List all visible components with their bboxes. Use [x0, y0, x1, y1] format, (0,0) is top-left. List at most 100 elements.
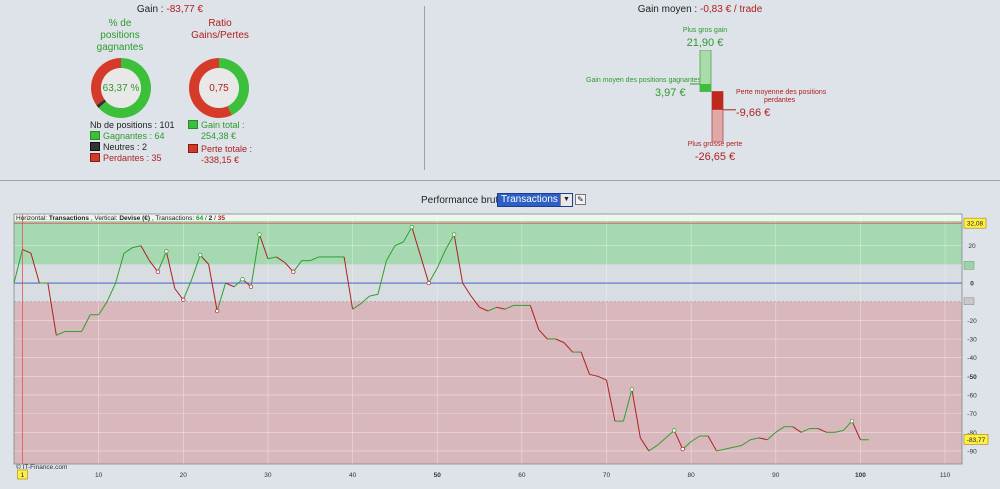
chart-mode-select[interactable]: Transactions ▼: [497, 193, 573, 207]
legend-neutres: Neutres : 2: [90, 142, 175, 153]
y-tick-label: -20: [967, 318, 977, 325]
max-badge-label: 32,08: [967, 221, 984, 228]
max-gain-label: Plus gros gain: [682, 27, 728, 34]
max-loss-label: Plus grosse perte: [687, 141, 743, 148]
series-segment: [30, 253, 40, 284]
avg-loss-marker: [963, 297, 975, 305]
series-segment: [445, 234, 455, 250]
series-segment: [487, 306, 497, 312]
plot-border: [13, 213, 963, 465]
series-segment: [13, 249, 23, 284]
x-tick-label: 70: [603, 472, 611, 479]
final-badge-box: [963, 434, 989, 445]
max-loss-bar: [711, 91, 724, 142]
max-gain-value: 21,90 €: [686, 37, 724, 49]
ratio-title-line: Gains/Pertes: [191, 30, 249, 41]
final-badge: -83,77: [963, 434, 989, 445]
series-segment: [165, 251, 176, 289]
header-h-label: Horizontal:: [16, 215, 47, 222]
series-point: [257, 232, 262, 237]
series-segment: [606, 379, 616, 422]
avg-loss-value: -9,66 €: [736, 107, 771, 119]
avg-gain-title-label: Gain moyen :: [637, 4, 698, 15]
donut-center: [101, 68, 141, 108]
legend-perte-totale: Perte totale :: [188, 144, 252, 155]
x-start-badge: 1: [17, 469, 28, 480]
header-t-sep: /: [205, 215, 209, 222]
chart-header-bg: [14, 214, 962, 221]
series-segment: [750, 437, 759, 441]
series-segment: [563, 342, 574, 353]
series-segment: [258, 234, 269, 259]
series-segment: [673, 430, 684, 450]
series-segment: [538, 329, 548, 340]
series-segment: [98, 301, 108, 316]
red-swatch: [188, 144, 198, 153]
series-segment: [555, 338, 565, 344]
positions-count: Nb de positions : 101: [90, 120, 175, 130]
series-segment: [140, 245, 150, 261]
gain-loss-legend: Gain total : 254,38 € Perte totale : -33…: [188, 120, 252, 166]
series-segment: [106, 282, 117, 302]
win-pct-title-line: % de: [108, 18, 132, 29]
series-segment: [470, 295, 480, 308]
series-segment: [589, 373, 599, 377]
series-point: [181, 297, 186, 302]
series-segment: [733, 444, 743, 448]
series-point: [849, 418, 855, 424]
header-t-win: 64: [196, 215, 204, 222]
series-segment: [428, 267, 438, 284]
series-segment: [851, 420, 861, 440]
series-segment: [276, 256, 286, 263]
win-pct-donut: 63,37 %: [91, 58, 151, 118]
header-v-value: Devise (€): [119, 215, 150, 222]
win-pct-value: 63,37 %: [103, 83, 140, 94]
donut-win-slice: [98, 58, 151, 118]
series-segment: [208, 264, 218, 312]
series-segment: [22, 248, 32, 254]
donut-neutral-slice: [96, 99, 107, 109]
series-segment: [292, 260, 303, 273]
gain-total-value: 254,38 €: [201, 131, 237, 141]
series-segment: [310, 256, 319, 262]
chevron-down-icon[interactable]: ▼: [560, 194, 572, 206]
series-segment: [741, 439, 751, 446]
y-tick-label: -40: [967, 355, 977, 362]
black-swatch: [90, 142, 100, 151]
series-segment: [174, 288, 184, 301]
series-segment: [132, 245, 142, 249]
series-point: [214, 308, 220, 314]
series-segment: [775, 426, 785, 433]
series-segment: [115, 253, 125, 284]
wrench-icon[interactable]: ✎: [575, 194, 586, 205]
series-segment: [123, 247, 133, 254]
y-tick-label: -70: [967, 411, 977, 418]
series-segment: [766, 431, 777, 441]
series-point: [248, 284, 254, 289]
gain-total-label: Gain total :: [201, 120, 245, 130]
series-point: [291, 269, 296, 274]
series-segment: [385, 245, 396, 261]
series-segment: [529, 305, 540, 330]
series-point: [240, 277, 245, 282]
x-tick-label: 30: [264, 472, 272, 479]
series-point: [451, 232, 457, 237]
series-segment: [369, 293, 379, 297]
avg-gain-title: Gain moyen : -0,83 € / trade: [610, 4, 790, 15]
legend-perdantes-label: Perdantes : 35: [103, 153, 162, 163]
green-swatch: [90, 131, 100, 140]
gain-value: -83,77 €: [166, 4, 204, 15]
series-segment: [690, 435, 700, 443]
series-segment: [402, 226, 413, 243]
y-tick-label: 20: [968, 243, 976, 250]
series-segment: [496, 306, 506, 310]
series-segment: [580, 351, 591, 375]
avg-loss-label-line: perdantes: [764, 97, 796, 104]
series-segment: [360, 295, 370, 304]
series-segment: [419, 254, 430, 284]
x-tick-label: 60: [518, 472, 526, 479]
avg-gain-title-value: -0,83 € / trade: [700, 4, 763, 15]
series-segment: [758, 437, 768, 441]
series-segment: [479, 306, 489, 312]
watermark: © IT-Finance.com: [16, 463, 67, 471]
